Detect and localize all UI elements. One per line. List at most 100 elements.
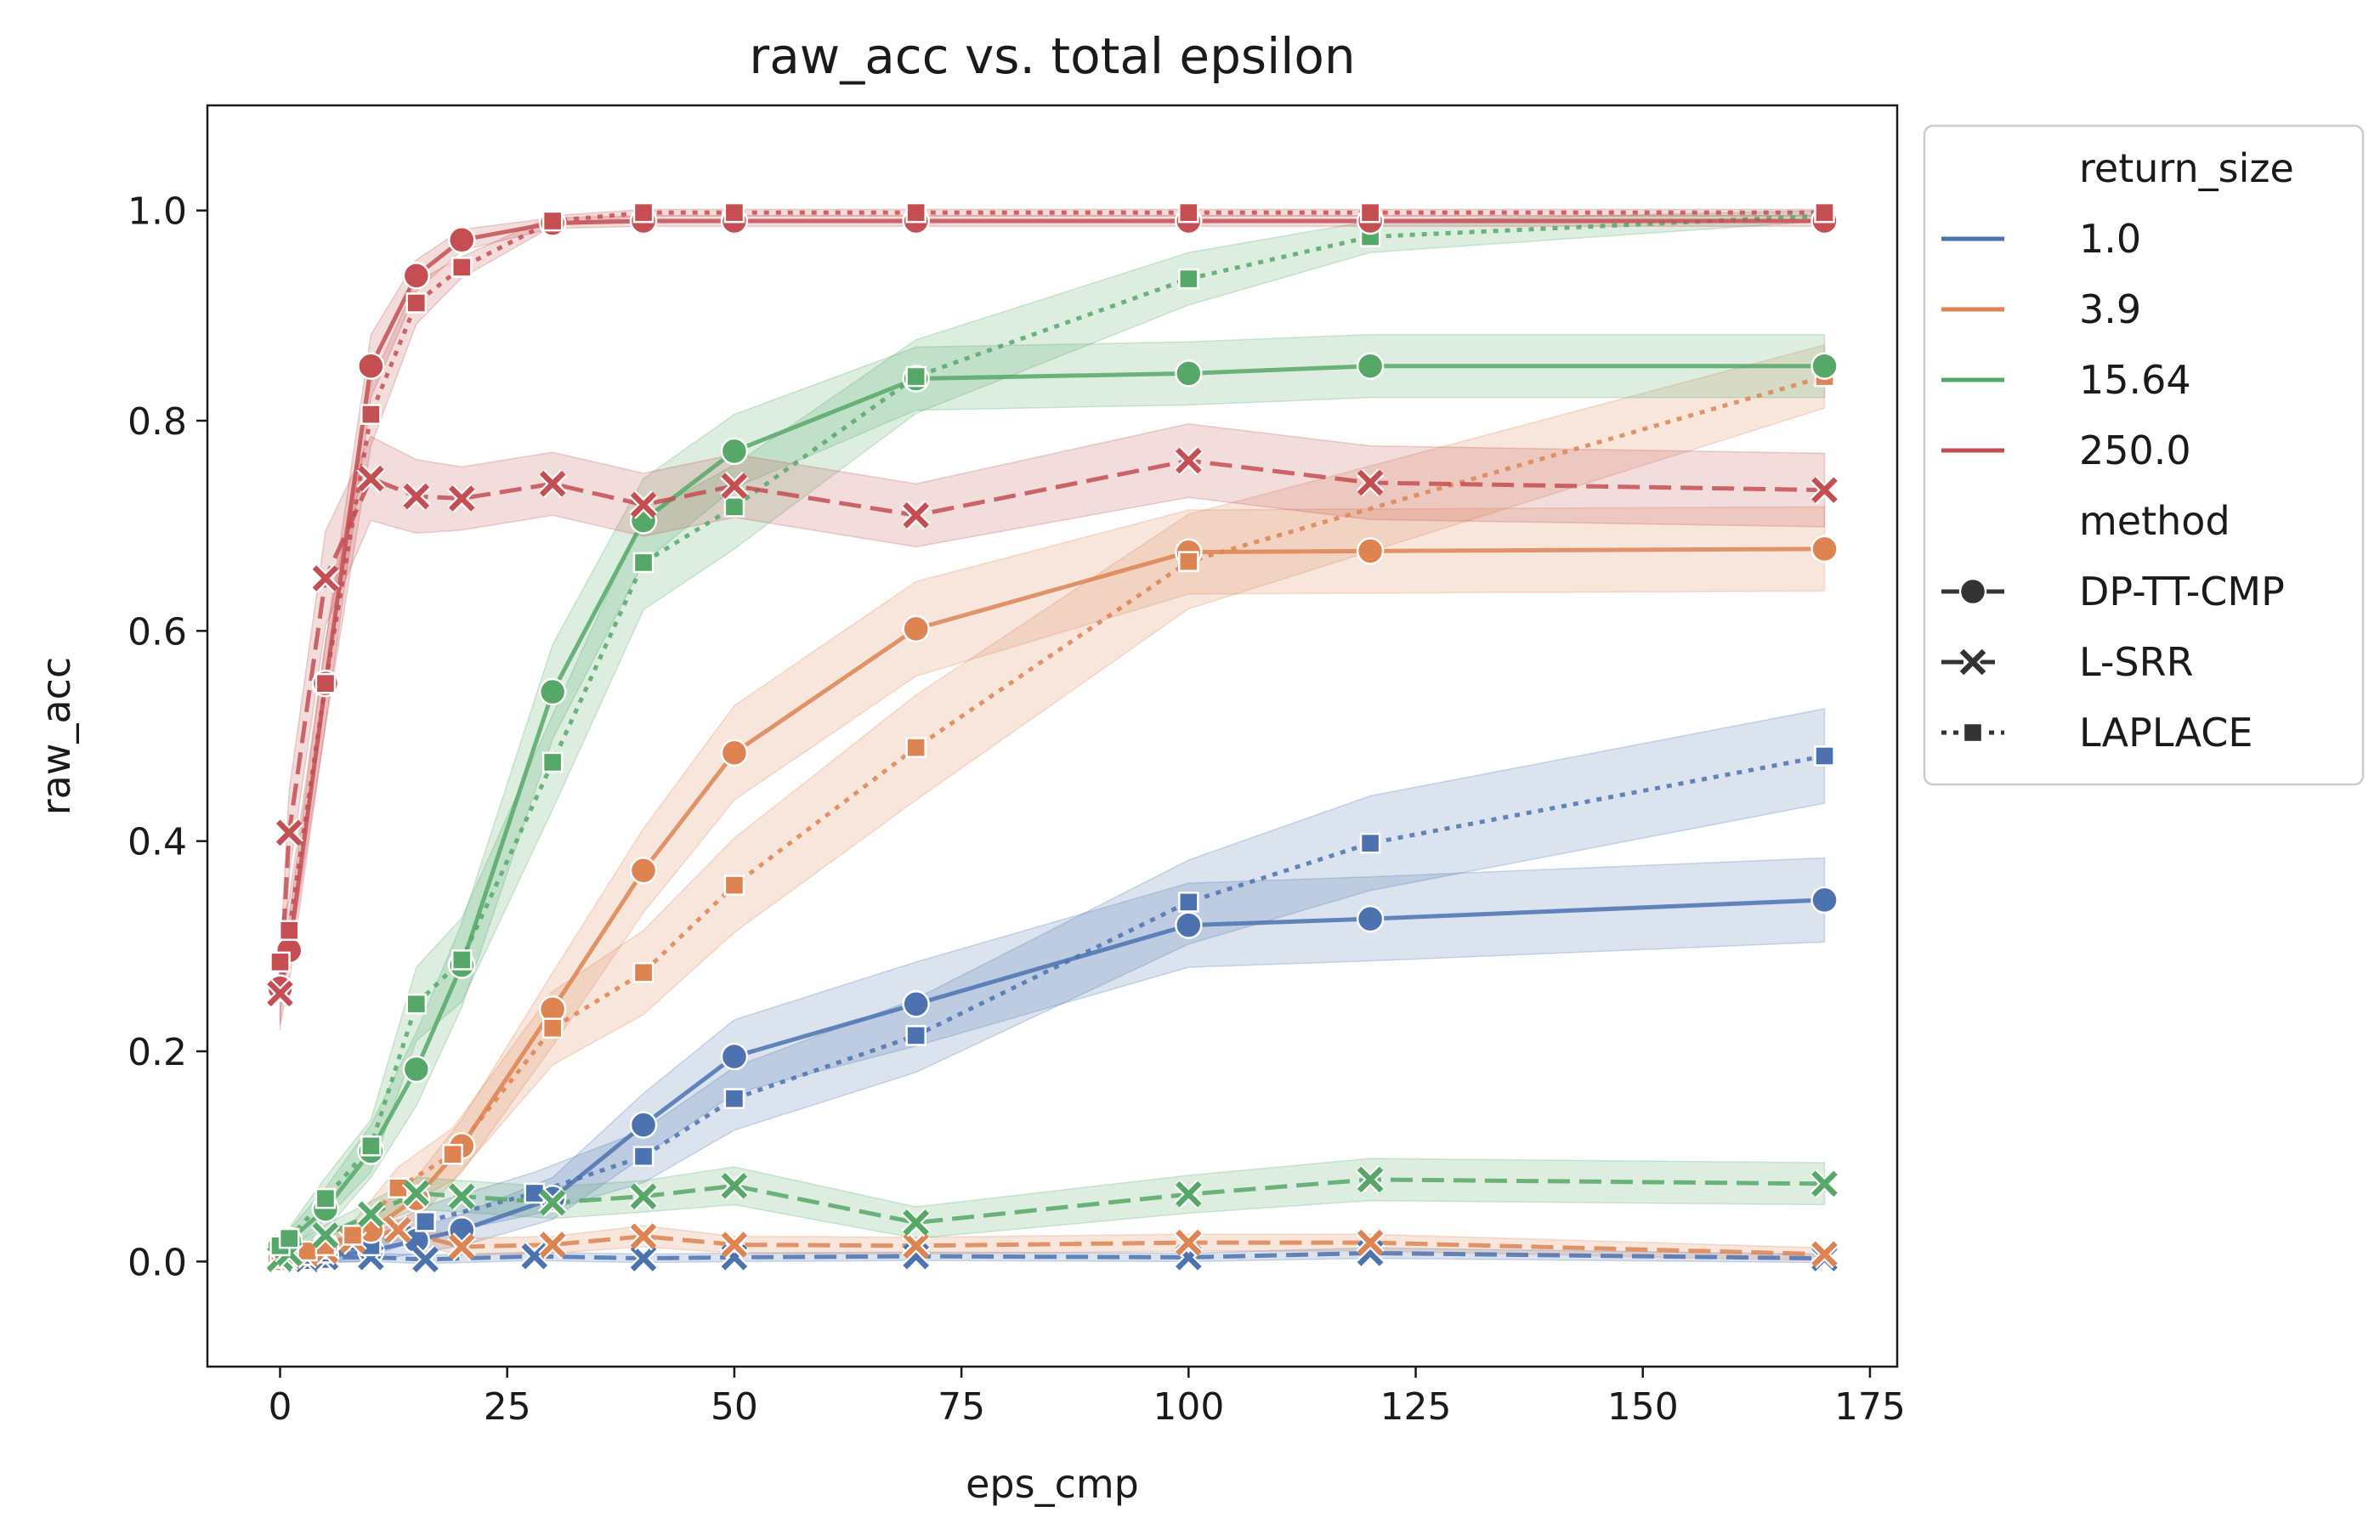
x-tick-label: 100 <box>1153 1385 1224 1429</box>
data-point-dp-tt-cmp-250-0 <box>357 352 385 380</box>
x-tick-label: 175 <box>1834 1385 1906 1429</box>
legend-entry-return-size: 15.64 <box>2079 357 2191 403</box>
data-point-laplace-250-0 <box>1359 201 1381 224</box>
legend-marker-swatch <box>1962 722 1984 744</box>
data-point-dp-tt-cmp-250-0 <box>402 262 431 290</box>
data-point-l-srr-15-64 <box>401 1179 431 1208</box>
data-point-laplace-250-0 <box>278 920 300 942</box>
data-point-laplace-250-0 <box>360 404 382 425</box>
data-point-l-srr-250-0 <box>275 818 304 847</box>
data-point-laplace-250-0 <box>450 257 473 278</box>
data-point-dp-tt-cmp-15-64 <box>1810 352 1839 380</box>
data-point-l-srr-3-9 <box>1174 1228 1204 1257</box>
data-point-l-srr-15-64 <box>629 1181 658 1211</box>
data-point-laplace-15-64 <box>314 1187 337 1209</box>
series-line-l-srr-3-9 <box>279 1227 1825 1261</box>
data-point-l-srr-250-0 <box>356 464 386 493</box>
legend-marker-swatch <box>1958 648 1987 677</box>
x-axis-title: eps_cmp <box>966 1461 1139 1507</box>
data-point-laplace-250-0 <box>405 292 428 314</box>
data-point-l-srr-3-9 <box>629 1221 658 1251</box>
data-point-laplace-3-9 <box>905 737 926 758</box>
band-l-srr-250-0 <box>279 422 1826 1031</box>
data-point-laplace-15-64 <box>905 365 926 388</box>
data-point-dp-tt-cmp-1-0 <box>1175 911 1203 939</box>
y-tick-label: 0.6 <box>128 610 187 654</box>
y-tick-label: 1.0 <box>128 190 187 234</box>
data-point-laplace-1-0 <box>723 1088 745 1109</box>
data-point-l-srr-3-9 <box>1356 1228 1385 1257</box>
data-point-l-srr-250-0 <box>265 979 295 1008</box>
data-point-l-srr-15-64 <box>720 1171 749 1201</box>
data-point-dp-tt-cmp-3-9 <box>629 857 658 885</box>
data-point-l-srr-250-0 <box>901 501 931 530</box>
data-point-laplace-1-0 <box>905 1025 926 1046</box>
data-point-dp-tt-cmp-1-0 <box>1356 904 1385 933</box>
data-point-dp-tt-cmp-1-0 <box>902 990 930 1018</box>
data-point-laplace-250-0 <box>269 951 291 973</box>
data-point-laplace-15-64 <box>278 1227 300 1249</box>
plot-frame <box>206 104 1899 1368</box>
data-point-l-srr-250-0 <box>401 482 431 511</box>
data-point-l-srr-3-9 <box>720 1230 749 1260</box>
y-tick-label: 0.4 <box>128 821 187 864</box>
legend: return_size 1.0 3.9 15.64 250.0 method DP-TT-C… <box>1923 124 2365 786</box>
y-axis-title: raw_acc <box>33 657 79 816</box>
data-point-laplace-250-0 <box>1814 201 1835 224</box>
data-point-laplace-1-0 <box>415 1211 436 1232</box>
data-point-laplace-15-64 <box>541 751 564 773</box>
data-point-laplace-15-64 <box>405 994 428 1015</box>
y-axis: 0.0 0.2 0.4 0.6 0.8 1.0 <box>128 190 207 1284</box>
data-point-l-srr-15-64 <box>901 1208 931 1237</box>
data-point-laplace-1-0 <box>1178 892 1199 913</box>
x-tick-label: 50 <box>711 1385 758 1429</box>
data-point-l-srr-250-0 <box>1810 475 1839 505</box>
data-point-laplace-15-64 <box>360 1135 382 1157</box>
data-point-laplace-1-0 <box>1814 745 1835 767</box>
data-point-l-srr-1-0 <box>411 1244 440 1274</box>
data-point-laplace-15-64 <box>450 949 473 971</box>
data-point-dp-tt-cmp-3-9 <box>1810 535 1839 563</box>
series-markers <box>265 201 1839 1274</box>
data-point-l-srr-250-0 <box>447 484 477 513</box>
data-point-laplace-3-9 <box>632 961 654 983</box>
data-point-l-srr-15-64 <box>311 1220 340 1250</box>
data-point-dp-tt-cmp-250-0 <box>448 226 476 254</box>
data-point-l-srr-250-0 <box>1356 468 1385 497</box>
data-point-dp-tt-cmp-3-9 <box>1356 537 1385 565</box>
legend-entry-method: DP-TT-CMP <box>2079 569 2285 614</box>
data-point-l-srr-3-9 <box>447 1232 477 1261</box>
data-point-laplace-3-9 <box>541 1017 564 1039</box>
y-tick-label: 0.0 <box>128 1241 187 1284</box>
data-point-dp-tt-cmp-15-64 <box>402 1055 431 1084</box>
data-point-laplace-1-0 <box>632 1146 654 1167</box>
legend-box <box>1923 124 2365 786</box>
legend-marker-swatch <box>1958 577 1987 606</box>
data-point-laplace-15-64 <box>723 496 745 518</box>
band-dp-tt-cmp-15-64 <box>279 333 1826 1255</box>
data-point-l-srr-250-0 <box>629 490 658 519</box>
data-point-laplace-250-0 <box>632 201 654 224</box>
data-point-l-srr-3-9 <box>901 1231 931 1260</box>
data-point-dp-tt-cmp-15-64 <box>538 677 567 706</box>
legend-title-method: method <box>2079 498 2230 544</box>
data-point-laplace-3-9 <box>342 1225 364 1246</box>
data-point-dp-tt-cmp-15-64 <box>1356 352 1385 380</box>
data-point-laplace-1-0 <box>1359 832 1381 854</box>
legend-entry-return-size: 3.9 <box>2079 286 2141 332</box>
data-point-l-srr-250-0 <box>311 563 340 593</box>
data-point-l-srr-15-64 <box>447 1181 477 1211</box>
data-point-laplace-250-0 <box>1178 201 1199 224</box>
data-point-l-srr-15-64 <box>356 1199 386 1229</box>
data-point-laplace-3-9 <box>723 875 745 896</box>
data-point-l-srr-15-64 <box>1810 1169 1839 1198</box>
data-point-laplace-250-0 <box>314 672 337 694</box>
data-point-l-srr-250-0 <box>538 469 568 499</box>
x-tick-label: 125 <box>1380 1385 1452 1429</box>
data-point-l-srr-15-64 <box>538 1188 568 1217</box>
data-point-l-srr-1-0 <box>629 1243 658 1273</box>
x-tick-label: 0 <box>269 1385 292 1429</box>
data-point-dp-tt-cmp-3-9 <box>902 614 930 643</box>
data-point-l-srr-15-64 <box>1356 1164 1385 1194</box>
